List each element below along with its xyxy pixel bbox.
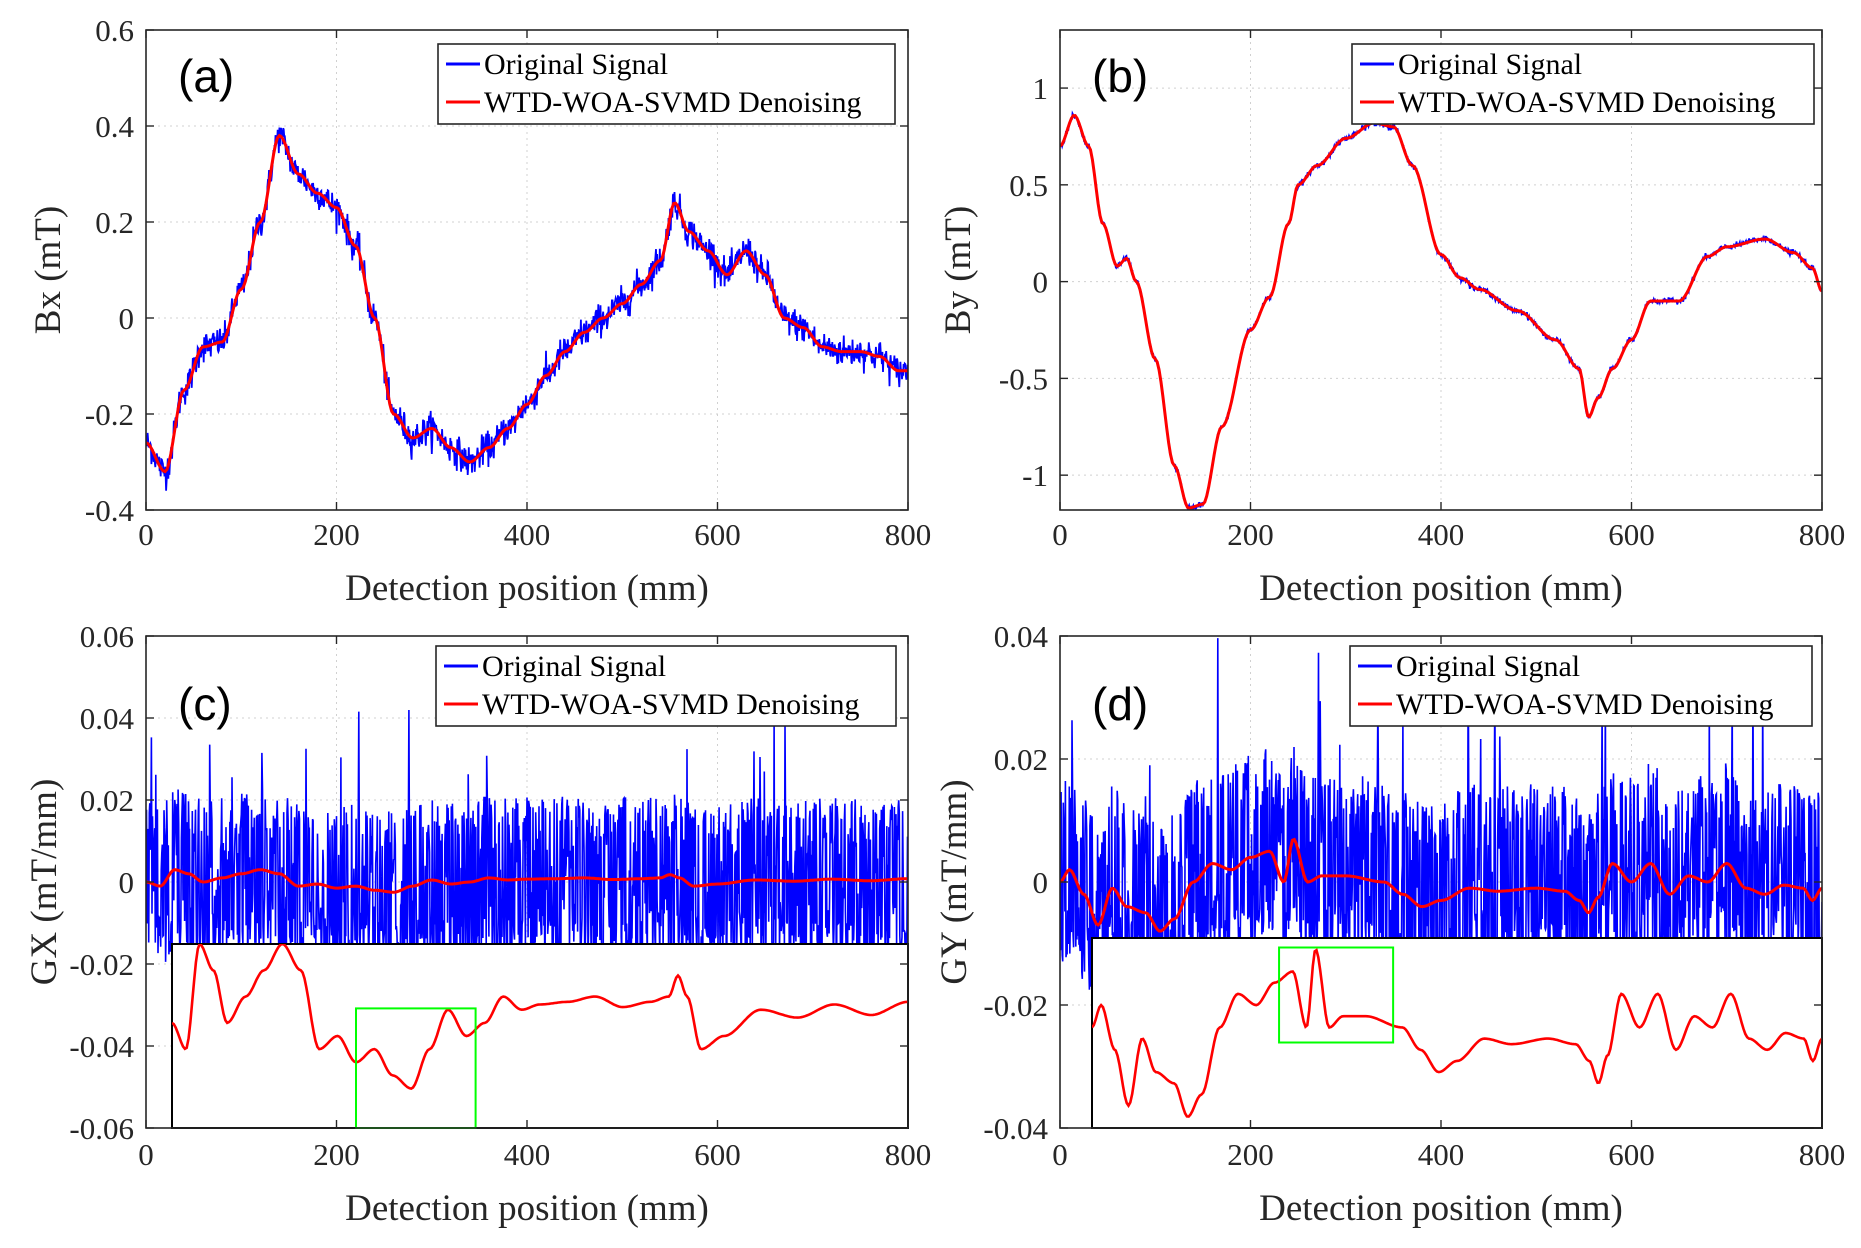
legend: Original Signal WTD-WOA-SVMD Denoising [1349,645,1813,727]
y-tick-label: 0.02 [994,742,1048,777]
x-tick-label: 400 [504,517,551,552]
legend-label-original: Original Signal [1396,650,1580,683]
y-axis-label: By (mT) [938,206,979,334]
y-tick-label: 0.04 [994,619,1049,654]
x-tick-label: 400 [504,1137,551,1172]
legend-label-denoised: WTD-WOA-SVMD Denoising [482,688,859,721]
y-axis-label: Bx (mT) [28,206,69,334]
legend: Original Signal WTD-WOA-SVMD Denoising [435,645,897,727]
y-tick-label: -0.4 [85,493,135,528]
inset-frame [171,943,909,1129]
y-tick-label: 0.5 [1009,168,1048,203]
zoom-box [1278,946,1395,1044]
inset-frame [1091,937,1823,1129]
panel-d: 0 200 400 600 800 -0.04 -0.02 0 0.02 0.04 Detectio… [934,619,1845,1229]
y-tick-label: 0.6 [95,13,134,48]
panel-c: 0 200 400 600 800 -0.06 -0.04 -0.02 0 0.02 0.04 0.0… [24,619,931,1229]
legend: Original Signal WTD-WOA-SVMD Denoising [437,43,896,125]
denoised-signal-line [1060,837,1822,933]
original-signal-line [146,709,908,1057]
y-tick-label: 0 [119,301,135,336]
y-tick-label: -0.02 [983,988,1048,1023]
y-tick-label: -0.2 [85,397,134,432]
legend-label-original: Original Signal [482,650,666,683]
x-tick-label: 0 [1052,517,1068,552]
y-tick-label: 0.2 [95,205,134,240]
legend: Original Signal WTD-WOA-SVMD Denoising [1351,43,1815,125]
x-tick-label: 800 [885,517,932,552]
x-axis-label: Detection position (mm) [345,568,709,609]
y-tick-label: 0.04 [80,701,135,736]
x-tick-label: 200 [1227,1137,1274,1172]
inset-d [1091,937,1823,1129]
x-tick-label: 600 [694,1137,741,1172]
y-tick-label: 0.4 [95,109,134,144]
panel-label: (a) [178,50,234,102]
x-tick-label: 200 [313,1137,360,1172]
y-tick-label: -0.04 [983,1111,1048,1146]
panel-label: (c) [178,678,232,730]
legend-label-original: Original Signal [1398,48,1582,81]
y-tick-label: 0 [1033,265,1049,300]
x-axis-label: Detection position (mm) [1259,1188,1623,1229]
x-tick-label: 600 [1608,1137,1655,1172]
y-tick-label: -0.06 [69,1111,134,1146]
inset-denoised-line [1092,948,1822,1118]
y-tick-label: -1 [1022,458,1048,493]
x-tick-label: 0 [138,517,154,552]
panel-a: 0 200 400 600 800 -0.4 -0.2 0 0.2 0.4 0.6 Detection… [28,13,931,609]
denoised-signal-line [1060,114,1822,510]
x-tick-label: 800 [1799,517,1846,552]
y-tick-label: 0.02 [80,783,134,818]
inset-denoised-line [172,944,908,1090]
original-signal-line [1060,638,1822,1087]
panel-label: (d) [1092,678,1148,730]
x-tick-label: 400 [1418,517,1465,552]
inset-c [171,943,909,1130]
y-tick-label: -0.02 [69,947,134,982]
y-tick-label: -0.5 [999,361,1048,396]
x-axis-label: Detection position (mm) [1259,568,1623,609]
denoised-signal-line [146,868,908,894]
panel-b: 0 200 400 600 800 -1 -0.5 0 0.5 1 Detection positi… [938,29,1846,609]
x-tick-label: 0 [138,1137,154,1172]
y-tick-label: 0.06 [80,619,134,654]
legend-label-denoised: WTD-WOA-SVMD Denoising [1396,688,1773,721]
x-tick-label: 600 [1608,517,1655,552]
x-tick-label: 200 [1227,517,1274,552]
y-tick-label: 1 [1033,71,1049,106]
y-axis-label: GY (mT/mm) [934,779,975,984]
y-axis-label: GX (mT/mm) [24,779,65,986]
y-tick-label: -0.04 [69,1029,134,1064]
legend-label-original: Original Signal [484,48,668,81]
x-tick-label: 800 [885,1137,932,1172]
legend-label-denoised: WTD-WOA-SVMD Denoising [484,86,861,119]
y-tick-label: 0 [1033,865,1049,900]
y-tick-label: 0 [119,865,135,900]
x-tick-label: 200 [313,517,360,552]
x-tick-label: 600 [694,517,741,552]
legend-label-denoised: WTD-WOA-SVMD Denoising [1398,86,1775,119]
x-tick-label: 400 [1418,1137,1465,1172]
panel-label: (b) [1092,50,1148,102]
x-axis-label: Detection position (mm) [345,1188,709,1229]
denoised-signal-line [146,133,908,474]
x-tick-label: 800 [1799,1137,1846,1172]
x-tick-label: 0 [1052,1137,1068,1172]
